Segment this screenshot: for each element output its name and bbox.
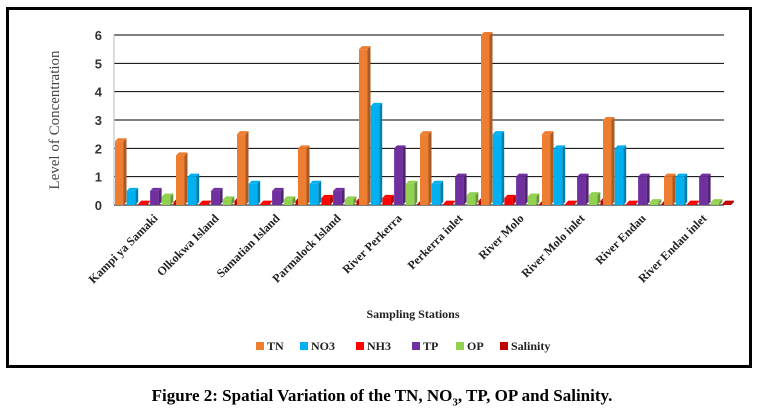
bar-tp (699, 173, 711, 205)
legend-label: OP (467, 339, 484, 353)
bar-nh3 (626, 200, 638, 205)
bar-no3 (126, 187, 139, 205)
caption-suffix: , TP, OP and Salinity. (457, 386, 613, 405)
x-tick-label: River Perkerra (340, 211, 405, 276)
bar-no3 (370, 102, 383, 205)
grid-lines (114, 34, 724, 206)
bar-nh3 (199, 200, 211, 205)
legend-swatch (256, 342, 264, 350)
x-tick-label: Olkokwa Island (154, 211, 222, 279)
x-tick-label: Kampi ya Samaki (86, 211, 161, 286)
bar-no3 (614, 145, 627, 205)
y-tick-label: 5 (95, 56, 102, 71)
bar-tn (664, 173, 676, 205)
legend-label: NH3 (367, 339, 391, 353)
bar-op (344, 196, 357, 205)
bar-tn (176, 152, 188, 205)
bar-op (527, 193, 540, 205)
y-tick-label: 3 (95, 113, 102, 128)
bar-tp (455, 173, 467, 205)
x-tick-label: River Molo (476, 211, 527, 262)
bar-tp (333, 187, 345, 205)
legend-swatch (300, 342, 308, 350)
x-tick-label: River Endau (592, 211, 648, 267)
figure-caption: Figure 2: Spatial Variation of the TN, N… (0, 386, 764, 408)
bar-nh3 (321, 194, 333, 205)
bar-tp (638, 173, 650, 205)
y-tick-label: 0 (95, 198, 102, 213)
x-tick-label: River Molo inlet (518, 211, 587, 280)
bar-tp (577, 173, 589, 205)
legend-label: NO3 (311, 339, 335, 353)
legend-item-op: OP (456, 339, 484, 353)
bar-nh3 (138, 200, 150, 205)
legend-item-nh3: NH3 (356, 339, 391, 353)
bar-op (466, 192, 479, 205)
bar-tn (115, 138, 127, 205)
bar-nh3 (687, 200, 699, 205)
legend-label: TN (267, 339, 284, 353)
bar-op (710, 199, 723, 205)
x-axis-label: Sampling Stations (366, 307, 459, 321)
x-tick-label: Samatian Island (214, 211, 283, 280)
bar-nh3 (260, 200, 272, 205)
bar-op (649, 199, 662, 205)
bar-tn (237, 131, 249, 205)
caption-prefix: Figure 2: Spatial Variation of the TN, N… (151, 386, 453, 405)
legend: TN NO3 NH3 TP OP Salinity (256, 339, 550, 353)
bar-tn (359, 46, 371, 205)
bar-op (588, 192, 601, 205)
bar-tn (542, 131, 554, 205)
bar-tp (272, 187, 284, 205)
bar-op (283, 196, 296, 205)
bar-op (405, 180, 418, 205)
legend-label: Salinity (511, 339, 550, 353)
legend-label: TP (423, 339, 438, 353)
legend-item-no3: NO3 (300, 339, 335, 353)
bar-no3 (675, 173, 688, 205)
bar-nh3 (382, 194, 394, 205)
bar-tn (420, 131, 432, 205)
y-tick-label: 2 (95, 141, 102, 156)
legend-item-tp: TP (412, 339, 438, 353)
bar-op (161, 193, 174, 205)
bar-nh3 (443, 200, 455, 205)
bar-tp (150, 187, 162, 205)
y-axis-label: Level of Concentration (47, 50, 63, 190)
bar-no3 (553, 145, 566, 205)
bar-no3 (492, 131, 505, 205)
bar-nh3 (565, 200, 577, 205)
legend-swatch (412, 342, 420, 350)
legend-swatch (456, 342, 464, 350)
bar-salinity (722, 200, 734, 205)
bar-tn (603, 117, 615, 205)
bar-no3 (248, 180, 261, 205)
caption-subscript: 3 (452, 396, 458, 409)
x-tick-label: Perkerra inlet (405, 211, 466, 272)
bar-no3 (431, 180, 444, 205)
bar-op (222, 196, 235, 205)
bar-nh3 (504, 194, 516, 205)
bars (115, 32, 734, 205)
bar-no3 (309, 180, 322, 205)
bar-tn (298, 145, 310, 205)
legend-item-tn: TN (256, 339, 284, 353)
legend-swatch (356, 342, 364, 350)
y-tick-label: 4 (95, 85, 103, 100)
y-tick-label: 6 (95, 28, 102, 43)
legend-item-salinity: Salinity (500, 339, 550, 353)
chart-frame: 0 1 2 3 4 5 6 Kampi ya Samaki Olkokwa Island Sama… (6, 7, 752, 368)
legend-swatch (500, 342, 508, 350)
y-tick-label: 1 (95, 170, 102, 185)
bar-tp (394, 145, 406, 205)
bar-tp (211, 187, 223, 205)
bar-tn (481, 32, 493, 205)
bar-tp (516, 173, 528, 205)
bar-no3 (187, 173, 200, 205)
